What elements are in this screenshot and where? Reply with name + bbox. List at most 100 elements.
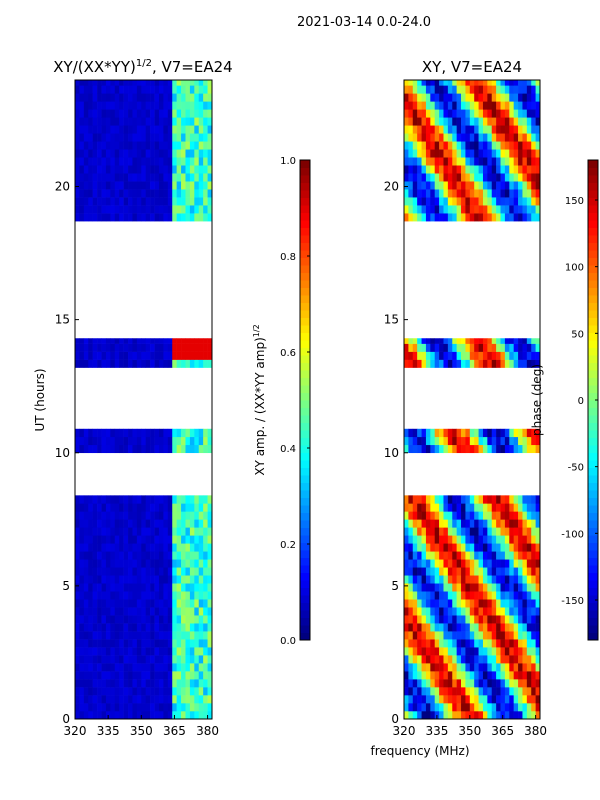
colorbar-swatch xyxy=(588,272,598,281)
heatmap-cell xyxy=(430,511,436,520)
heatmap-cell xyxy=(141,559,147,568)
heatmap-cell xyxy=(487,93,493,102)
heatmap-cell xyxy=(439,583,444,592)
heatmap-cell xyxy=(101,599,107,608)
heatmap-cell xyxy=(461,85,466,94)
heatmap-cell xyxy=(509,213,514,222)
heatmap-cell xyxy=(404,631,409,640)
heatmap-cell xyxy=(203,655,208,664)
heatmap-cell xyxy=(83,655,89,664)
heatmap-cell xyxy=(172,93,177,102)
heatmap-cell xyxy=(513,623,519,632)
heatmap-cell xyxy=(145,109,151,118)
heatmap-cell xyxy=(447,213,453,222)
heatmap-cell xyxy=(412,679,418,688)
heatmap-cell xyxy=(513,338,519,344)
heatmap-cell xyxy=(123,583,129,592)
heatmap-cell xyxy=(189,125,195,134)
heatmap-cell xyxy=(421,436,427,446)
heatmap-cell xyxy=(443,189,449,198)
heatmap-cell xyxy=(172,655,177,664)
heatmap-cell xyxy=(105,173,111,182)
heatmap-cell xyxy=(469,181,475,190)
heatmap-cell xyxy=(535,607,541,616)
heatmap-cell xyxy=(97,351,102,360)
heatmap-cell xyxy=(92,359,98,368)
heatmap-cell xyxy=(500,663,506,672)
heatmap-cell xyxy=(504,85,510,94)
heatmap-cell xyxy=(518,197,523,206)
heatmap-cell xyxy=(79,351,85,360)
heatmap-cell xyxy=(75,551,80,560)
heatmap-cell xyxy=(425,85,431,94)
heatmap-cell xyxy=(412,189,418,198)
heatmap-cell xyxy=(496,679,501,688)
heatmap-cell xyxy=(203,511,208,520)
heatmap-cell xyxy=(513,527,519,536)
heatmap-cell xyxy=(110,197,116,206)
heatmap-cell xyxy=(92,623,98,632)
heatmap-cell xyxy=(136,623,142,632)
heatmap-cell xyxy=(158,631,164,640)
heatmap-cell xyxy=(114,671,120,680)
heatmap-cell xyxy=(181,631,186,640)
heatmap-cell xyxy=(452,615,457,624)
heatmap-cell xyxy=(132,711,138,720)
heatmap-cell xyxy=(207,351,213,360)
heatmap-cell xyxy=(189,687,195,696)
heatmap-cell xyxy=(114,703,120,712)
heatmap-cell xyxy=(79,567,85,576)
heatmap-cell xyxy=(461,213,466,222)
heatmap-cell xyxy=(198,527,204,536)
heatmap-cell xyxy=(75,80,80,86)
heatmap-cell xyxy=(101,189,107,198)
heatmap-cell xyxy=(172,205,177,214)
heatmap-cell xyxy=(203,80,208,86)
heatmap-cell xyxy=(487,631,493,640)
heatmap-cell xyxy=(425,205,431,214)
heatmap-cell xyxy=(526,189,532,198)
heatmap-cell xyxy=(509,631,514,640)
heatmap-cell xyxy=(75,607,80,616)
heatmap-cell xyxy=(404,519,409,528)
heatmap-cell xyxy=(167,109,173,118)
heatmap-cell xyxy=(83,583,89,592)
heatmap-cell xyxy=(141,343,147,352)
heatmap-cell xyxy=(461,197,466,206)
heatmap-cell xyxy=(128,101,133,110)
heatmap-cell xyxy=(482,359,488,368)
heatmap-cell xyxy=(141,615,147,624)
heatmap-cell xyxy=(408,343,414,352)
heatmap-cell xyxy=(474,109,479,118)
heatmap-cell xyxy=(404,181,409,190)
heatmap-cell xyxy=(531,343,536,352)
heatmap-cell xyxy=(509,197,514,206)
heatmap-cell xyxy=(181,687,186,696)
heatmap-cell xyxy=(176,495,182,504)
heatmap-cell xyxy=(105,615,111,624)
heatmap-cell xyxy=(496,338,501,344)
heatmap-cell xyxy=(203,623,208,632)
heatmap-cell xyxy=(434,591,440,600)
heatmap-cell xyxy=(203,213,208,222)
heatmap-cell xyxy=(163,359,169,368)
heatmap-cell xyxy=(167,173,173,182)
heatmap-cell xyxy=(482,133,488,142)
heatmap-cell xyxy=(513,591,519,600)
heatmap-cell xyxy=(434,101,440,110)
heatmap-cell xyxy=(474,671,479,680)
heatmap-cell xyxy=(141,671,147,680)
heatmap-cell xyxy=(461,495,466,504)
heatmap-cell xyxy=(421,197,427,206)
colorbar-swatch xyxy=(300,295,310,303)
heatmap-cell xyxy=(496,591,501,600)
colorbar-swatch xyxy=(588,557,598,566)
heatmap-cell xyxy=(443,343,449,352)
heatmap-cell xyxy=(128,511,133,520)
heatmap-cell xyxy=(417,343,422,352)
heatmap-cell xyxy=(83,615,89,624)
colorbar-swatch xyxy=(300,190,310,198)
heatmap-cell xyxy=(136,213,142,222)
heatmap-cell xyxy=(522,615,528,624)
heatmap-cell xyxy=(456,197,462,206)
